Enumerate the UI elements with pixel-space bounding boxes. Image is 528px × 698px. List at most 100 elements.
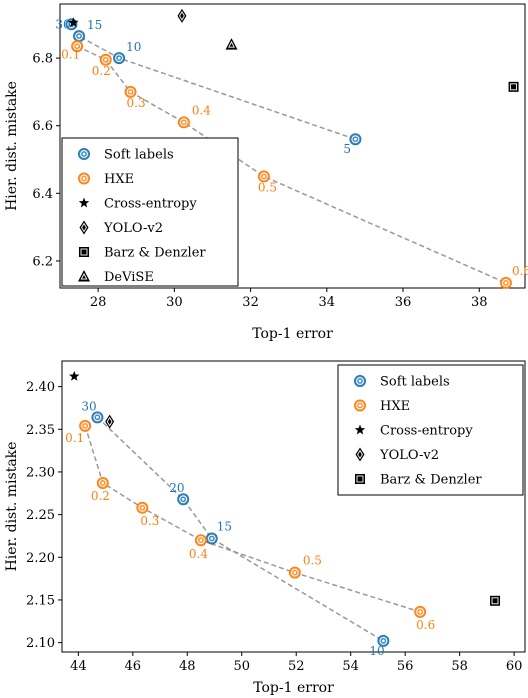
legend-marker bbox=[354, 375, 366, 387]
legend-entry: Barz & Denzler bbox=[380, 473, 482, 488]
point-label: 0.3 bbox=[127, 96, 146, 110]
y-tick-label: 2.30 bbox=[26, 465, 55, 480]
legend-entry: Soft labels bbox=[380, 375, 450, 390]
data-point bbox=[79, 419, 92, 432]
data-point bbox=[73, 30, 86, 43]
point-label: 0.6 bbox=[512, 264, 528, 278]
data-point bbox=[414, 605, 427, 618]
plot-frame bbox=[59, 3, 526, 289]
x-tick-label: 58 bbox=[451, 659, 468, 674]
plot-frame bbox=[61, 360, 526, 653]
y-tick-label: 2.10 bbox=[26, 636, 55, 651]
legend-entry: Barz & Denzler bbox=[104, 246, 206, 261]
legend-marker bbox=[355, 447, 365, 462]
x-tick-label: 52 bbox=[288, 659, 305, 674]
x-tick-label: 30 bbox=[166, 295, 183, 310]
legend-entry: DeViSE bbox=[104, 270, 154, 285]
point-label: 0.5 bbox=[303, 554, 322, 568]
legend-marker bbox=[78, 172, 90, 185]
series-line bbox=[84, 425, 421, 613]
data-point bbox=[194, 534, 207, 547]
y-tick-label: 6.6 bbox=[32, 119, 53, 134]
x-tick-label: 50 bbox=[233, 659, 250, 674]
x-tick-label: 56 bbox=[397, 659, 414, 674]
legend-marker bbox=[79, 247, 89, 257]
legend-marker bbox=[79, 220, 89, 235]
legend-entry: Cross-entropy bbox=[380, 424, 473, 439]
bottom-chart: 44 46 48 50 52 54 56 58 60 2.10 2.15 2.20 2.25 2.30 2.… bbox=[4, 360, 526, 696]
x-axis-label: Top-1 error bbox=[253, 680, 334, 696]
top-chart: 28 30 32 34 36 38 6.2 6.4 6.6 6.8 Top-1 error Hier.… bbox=[4, 3, 528, 342]
data-point bbox=[136, 501, 149, 514]
y-tick-label: 2.40 bbox=[26, 380, 55, 395]
point-label: 0.2 bbox=[92, 64, 111, 78]
point-label: 10 bbox=[126, 40, 141, 54]
series-line bbox=[70, 23, 356, 140]
x-tick-label: 46 bbox=[125, 659, 142, 674]
y-tick-label: 6.4 bbox=[32, 187, 53, 202]
data-point bbox=[113, 52, 126, 65]
series-line bbox=[96, 416, 384, 642]
point-label: 0.4 bbox=[189, 547, 208, 561]
data-point bbox=[91, 411, 104, 424]
data-point bbox=[68, 17, 79, 28]
data-point bbox=[490, 595, 501, 606]
point-label: 0.3 bbox=[140, 514, 159, 528]
data-point bbox=[205, 532, 218, 545]
y-axis-label: Hier. dist. mistake bbox=[4, 442, 20, 572]
data-point bbox=[257, 170, 270, 183]
y-tick-label: 6.2 bbox=[32, 254, 53, 269]
x-tick-label: 38 bbox=[471, 295, 488, 310]
legend-marker bbox=[354, 399, 366, 412]
point-label: 0.1 bbox=[65, 431, 84, 445]
legend-entry: HXE bbox=[104, 172, 134, 187]
point-label: 0.6 bbox=[416, 618, 435, 632]
point-label: 15 bbox=[217, 520, 232, 534]
y-axis-label: Hier. dist. mistake bbox=[4, 81, 20, 211]
legend-frame bbox=[337, 364, 524, 496]
legend-frame bbox=[61, 137, 239, 287]
legend-entry: HXE bbox=[380, 399, 410, 414]
data-point bbox=[96, 477, 109, 490]
data-point bbox=[288, 566, 301, 579]
legend-entry: Cross-entropy bbox=[104, 197, 197, 212]
legend: Soft labels HXE Cross-entropy YOLO-v2 Barz &… bbox=[61, 137, 239, 287]
point-label: 5 bbox=[343, 142, 351, 156]
point-label: 20 bbox=[169, 481, 184, 495]
legend-marker bbox=[78, 148, 90, 160]
legend-marker bbox=[355, 474, 365, 484]
data-point bbox=[377, 634, 390, 647]
data-point bbox=[105, 414, 115, 429]
legend-marker bbox=[78, 197, 90, 208]
data-point bbox=[225, 38, 238, 50]
point-label: 0.1 bbox=[61, 47, 80, 61]
x-tick-label: 34 bbox=[319, 295, 336, 310]
y-tick-label: 2.15 bbox=[26, 593, 55, 608]
x-tick-label: 48 bbox=[179, 659, 196, 674]
y-tick-label: 2.25 bbox=[26, 508, 55, 523]
point-label: 30 bbox=[81, 399, 96, 413]
legend-marker bbox=[354, 424, 366, 435]
data-point bbox=[99, 53, 112, 66]
legend-entry: Soft labels bbox=[104, 148, 174, 163]
legend-entry: YOLO-v2 bbox=[379, 448, 439, 463]
data-point bbox=[349, 133, 362, 146]
point-label: 0.5 bbox=[258, 180, 277, 194]
x-tick-label: 54 bbox=[342, 659, 359, 674]
x-tick-label: 36 bbox=[395, 295, 412, 310]
data-point bbox=[177, 116, 190, 129]
legend-marker bbox=[78, 270, 90, 282]
y-tick-label: 2.20 bbox=[26, 551, 55, 566]
x-tick-label: 32 bbox=[242, 295, 259, 310]
y-tick-label: 2.35 bbox=[26, 423, 55, 438]
point-label: 30 bbox=[55, 17, 70, 31]
point-label: 0.4 bbox=[192, 103, 211, 117]
point-label: 0.2 bbox=[91, 489, 110, 503]
x-tick-label: 44 bbox=[70, 659, 87, 674]
x-axis-label: Top-1 error bbox=[252, 326, 333, 342]
x-tick-label: 60 bbox=[506, 659, 523, 674]
point-label: 15 bbox=[87, 18, 102, 32]
point-label: 10 bbox=[369, 644, 384, 658]
legend-entry: YOLO-v2 bbox=[103, 221, 163, 236]
